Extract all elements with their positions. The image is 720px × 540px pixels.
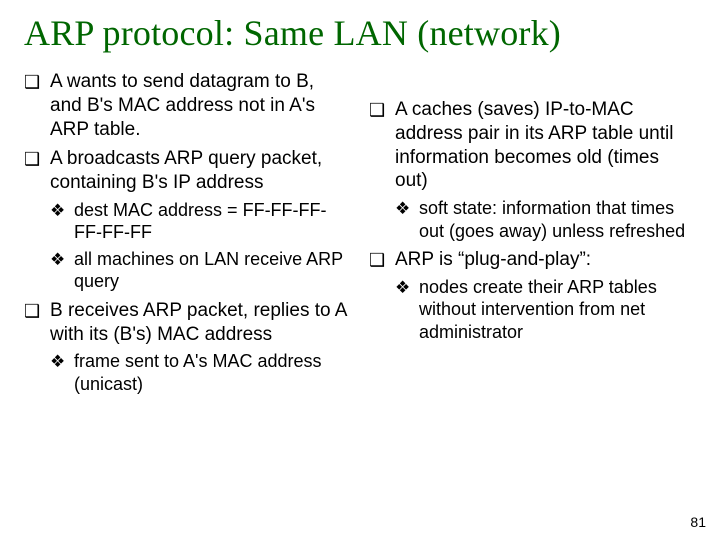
list-subitem: dest MAC address = FF-FF-FF-FF-FF-FF (50, 199, 351, 244)
slide-title: ARP protocol: Same LAN (network) (24, 12, 696, 54)
list-subitem: frame sent to A's MAC address (unicast) (50, 350, 351, 395)
list-item: A broadcasts ARP query packet, containin… (24, 147, 351, 293)
left-list: A wants to send datagram to B, and B's M… (24, 70, 351, 395)
list-item-text: ARP is “plug-and-play”: (395, 249, 591, 270)
right-column: A caches (saves) IP-to-MAC address pair … (369, 98, 696, 401)
right-sublist: nodes create their ARP tables without in… (395, 276, 696, 344)
left-sublist: frame sent to A's MAC address (unicast) (50, 350, 351, 395)
list-item-text: A broadcasts ARP query packet, containin… (50, 148, 322, 193)
right-list: A caches (saves) IP-to-MAC address pair … (369, 98, 696, 343)
list-item-text: B receives ARP packet, replies to A with… (50, 300, 346, 345)
slide: ARP protocol: Same LAN (network) A wants… (0, 0, 720, 540)
list-subitem-text: all machines on LAN receive ARP query (74, 249, 343, 292)
left-sublist: dest MAC address = FF-FF-FF-FF-FF-FF all… (50, 199, 351, 293)
list-subitem: soft state: information that times out (… (395, 197, 696, 242)
list-subitem: all machines on LAN receive ARP query (50, 248, 351, 293)
left-column: A wants to send datagram to B, and B's M… (24, 70, 351, 401)
right-sublist: soft state: information that times out (… (395, 197, 696, 242)
page-number: 81 (690, 514, 706, 530)
list-subitem-text: soft state: information that times out (… (419, 198, 685, 241)
list-item: A caches (saves) IP-to-MAC address pair … (369, 98, 696, 242)
list-subitem-text: dest MAC address = FF-FF-FF-FF-FF-FF (74, 200, 327, 243)
list-item: ARP is “plug-and-play”: nodes create the… (369, 248, 696, 343)
list-subitem: nodes create their ARP tables without in… (395, 276, 696, 344)
list-item: A wants to send datagram to B, and B's M… (24, 70, 351, 141)
list-item-text: A caches (saves) IP-to-MAC address pair … (395, 99, 673, 191)
list-item: B receives ARP packet, replies to A with… (24, 299, 351, 396)
slide-body-columns: A wants to send datagram to B, and B's M… (24, 70, 696, 401)
list-item-text: A wants to send datagram to B, and B's M… (50, 71, 315, 140)
list-subitem-text: nodes create their ARP tables without in… (419, 277, 657, 342)
list-subitem-text: frame sent to A's MAC address (unicast) (74, 351, 322, 394)
